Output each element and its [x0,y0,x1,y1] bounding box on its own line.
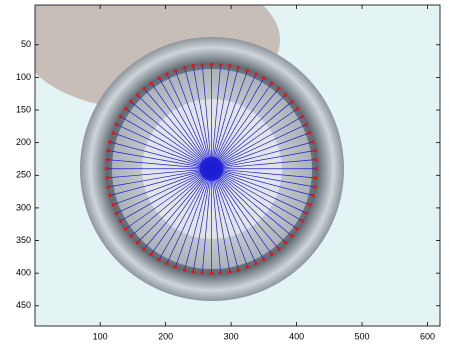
y-tick-label: 250 [16,170,31,180]
point [106,176,110,180]
point [308,131,312,135]
point [301,115,305,119]
point [183,66,187,70]
point [201,63,205,67]
point [105,167,109,171]
point [262,258,266,262]
point [219,63,223,67]
center-point [199,157,223,181]
point [149,81,153,85]
x-tick-label: 100 [93,331,108,341]
point [119,115,123,119]
point [129,100,133,104]
y-tick-label: 50 [21,39,31,49]
point [201,271,205,275]
point [165,72,169,76]
point [108,140,112,144]
point [157,76,161,80]
point [115,123,119,127]
point [111,131,115,135]
point [277,87,281,91]
point [157,258,161,262]
point [314,176,318,180]
point [142,247,146,251]
point [237,66,241,70]
point [174,69,178,73]
point [174,265,178,269]
point [270,252,274,256]
point [277,247,281,251]
point [136,241,140,245]
x-tick-label: 300 [224,331,239,341]
point [106,185,110,189]
point [149,252,153,256]
y-tick-label: 150 [16,104,31,114]
point [210,271,214,275]
point [183,268,187,272]
point [311,140,315,144]
point [313,149,317,153]
point [165,262,169,266]
point [254,262,258,266]
y-tick-label: 350 [16,235,31,245]
point [124,107,128,111]
x-tick-label: 200 [158,331,173,341]
point [254,72,258,76]
point [191,64,195,68]
point [308,203,312,207]
point [210,63,214,67]
point [136,93,140,97]
point [228,270,232,274]
point [305,123,309,127]
photo [20,0,440,326]
point [314,158,318,162]
point [311,194,315,198]
point [124,227,128,231]
y-tick-label: 300 [16,202,31,212]
point [295,227,299,231]
point [284,93,288,97]
point [314,167,318,171]
point [106,149,110,153]
point [142,87,146,91]
x-tick-label: 500 [355,331,370,341]
point [301,219,305,223]
x-tick-label: 400 [289,331,304,341]
y-tick-label: 400 [16,268,31,278]
point [295,107,299,111]
chart: 100 200 300 400 500 600 50 100 150 200 250 300 350 40… [0,0,449,351]
point [246,69,250,73]
point [108,194,112,198]
point [290,234,294,238]
point [262,76,266,80]
point [228,64,232,68]
point [106,158,110,162]
point [191,270,195,274]
point [219,271,223,275]
point [115,211,119,215]
point [284,241,288,245]
y-tick-label: 100 [16,72,31,82]
point [270,81,274,85]
x-tick-label: 600 [420,331,435,341]
point [129,234,133,238]
point [246,265,250,269]
y-tick-label: 450 [16,300,31,310]
point [111,203,115,207]
point [119,219,123,223]
y-tick-label: 200 [16,137,31,147]
point [237,268,241,272]
point [313,185,317,189]
point [305,211,309,215]
point [290,100,294,104]
